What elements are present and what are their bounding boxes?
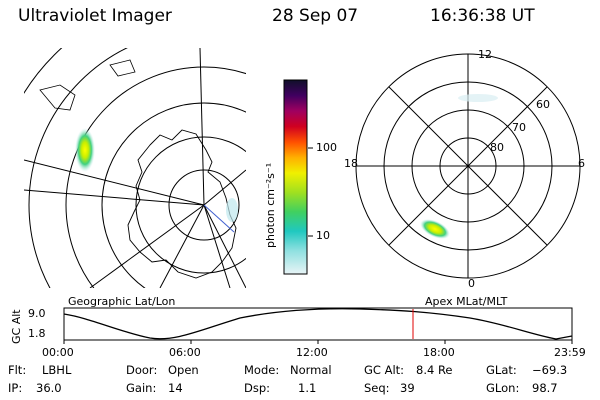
mode-label: Mode: [244, 363, 280, 377]
glat-value: −69.3 [532, 363, 568, 377]
altitude-xtick-3: 18:00 [423, 346, 455, 359]
gain-label: Gain: [126, 381, 157, 395]
door-label: Door: [126, 363, 158, 377]
door-value: Open [168, 363, 199, 377]
glon-value: 98.7 [532, 381, 558, 395]
polar-plot [355, 53, 581, 279]
lat-label-70: 70 [512, 121, 526, 134]
date: 28 Sep 07 [272, 6, 359, 26]
altitude-xtick-2: 12:00 [296, 346, 328, 359]
colorbar-tick-10: 10 [316, 229, 330, 242]
gain-value: 14 [168, 381, 183, 395]
lat-label-60: 60 [536, 98, 550, 111]
altitude-xtick-4: 23:59 [554, 346, 586, 359]
ip-value: 36.0 [36, 381, 62, 395]
seq-value: 39 [400, 381, 415, 395]
dsp-label: Dsp: [244, 381, 271, 395]
title: Ultraviolet Imager [18, 6, 172, 26]
lat-label-80: 80 [490, 141, 504, 154]
filter-value: LBHL [42, 363, 72, 377]
glat-label: GLat: [486, 363, 517, 377]
glon-label: GLon: [486, 381, 520, 395]
altitude-ytick-max: 9.0 [28, 307, 46, 320]
filter-label: Flt: [8, 363, 27, 377]
altitude-ytick-min: 1.8 [28, 327, 46, 340]
colorbar-ticks [308, 147, 313, 237]
seq-label: Seq: [364, 381, 390, 395]
time: 16:36:38 UT [430, 6, 535, 26]
mlt-label-18: 18 [344, 157, 358, 170]
mode-value: Normal [290, 363, 332, 377]
colorbar-tick-100: 100 [316, 141, 337, 154]
mlt-label-12: 12 [478, 48, 492, 61]
geographic-label: Geographic Lat/Lon [68, 295, 176, 308]
color-bar [283, 79, 308, 275]
gcalt-value: 8.4 Re [416, 363, 453, 377]
apex-label: Apex MLat/MLT [425, 295, 508, 308]
ip-label: IP: [8, 381, 23, 395]
dsp-value: 1.1 [298, 381, 317, 395]
mlt-label-6: 6 [578, 157, 585, 170]
gcalt-label: GC Alt: [364, 363, 405, 377]
mlt-label-0: 0 [468, 277, 475, 290]
altitude-xtick-1: 06:00 [169, 346, 201, 359]
altitude-xtick-0: 00:00 [42, 346, 74, 359]
